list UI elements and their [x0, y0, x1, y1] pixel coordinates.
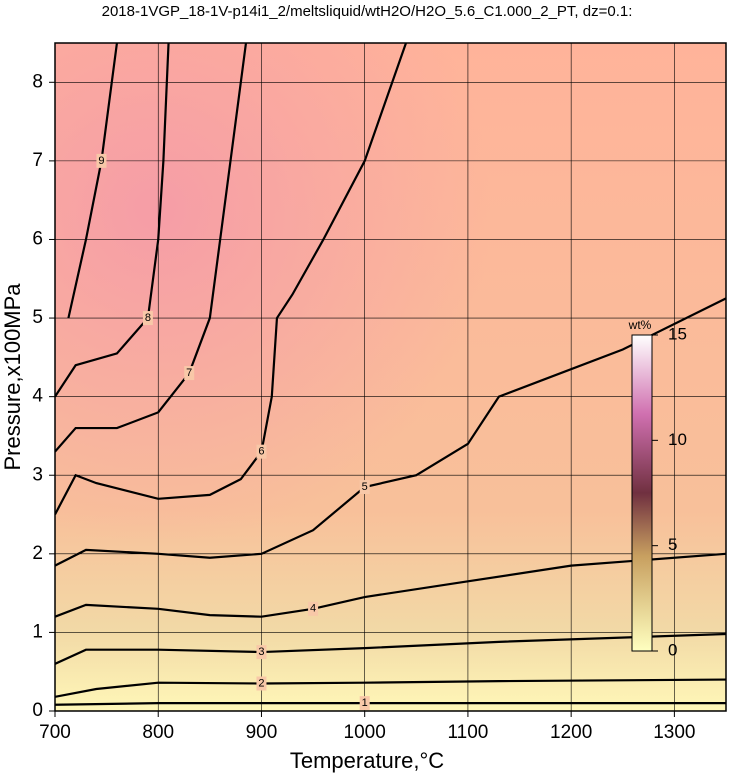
x-tick-label: 800: [142, 722, 174, 743]
colorbar: [631, 334, 653, 652]
contour-line: [55, 552, 726, 618]
x-tick-label: 900: [246, 722, 278, 743]
x-tick-label: 1100: [447, 722, 488, 743]
contour-label: 7: [186, 367, 192, 379]
contour-label-bg: [184, 366, 195, 381]
x-tick-label: 1300: [653, 722, 695, 743]
contour-label: 2: [258, 677, 264, 689]
contour-label-bg: [359, 480, 370, 495]
y-tick-label: 4: [32, 386, 43, 407]
colorbar-tick-label: 10: [668, 430, 687, 449]
y-tick-label: 7: [32, 150, 43, 171]
contour-label: 1: [362, 697, 368, 709]
y-tick-label: 3: [32, 464, 43, 485]
colorbar-tick-label: 15: [668, 324, 687, 343]
contour-label-bg: [308, 601, 319, 616]
contour-label: 9: [98, 155, 104, 167]
x-tick-label: 1200: [550, 722, 592, 743]
y-axis-label: Pressure,x100MPa: [0, 283, 25, 471]
contour-label-bg: [256, 444, 267, 459]
contour-label: 4: [310, 603, 316, 615]
colorbar-label: wt%: [628, 318, 652, 332]
background: [55, 43, 726, 711]
contour-label-bg: [96, 153, 107, 168]
y-tick-label: 1: [32, 621, 43, 642]
colorbar-tick-label: 5: [668, 535, 677, 554]
x-axis-label: Temperature,°C: [290, 748, 444, 773]
x-tick-label: 1000: [344, 722, 386, 743]
y-tick-label: 6: [32, 228, 43, 249]
chart-title: 2018-1VGP_18-1V-p14i1_2/meltsliquid/wtH2…: [102, 3, 633, 20]
colorbar-tick-label: 0: [668, 640, 677, 659]
contour-label: 8: [145, 312, 151, 324]
contour-label-bg: [256, 676, 267, 691]
contour-label-bg: [142, 311, 153, 326]
y-tick-label: 0: [32, 700, 43, 721]
contour-label-bg: [256, 645, 267, 660]
y-tick-label: 8: [32, 71, 43, 92]
plot-area: 1 2 3 4 5 6 7 8 9: [55, 43, 726, 711]
contour-label: 3: [258, 646, 264, 658]
contour-label: 6: [258, 446, 264, 458]
y-tick-label: 2: [32, 543, 43, 564]
x-tick-label: 700: [39, 722, 71, 743]
y-tick-label: 5: [32, 307, 43, 328]
contour-label-bg: [359, 696, 370, 711]
plot-frame: [54, 42, 727, 712]
contour-label: 5: [362, 481, 368, 493]
